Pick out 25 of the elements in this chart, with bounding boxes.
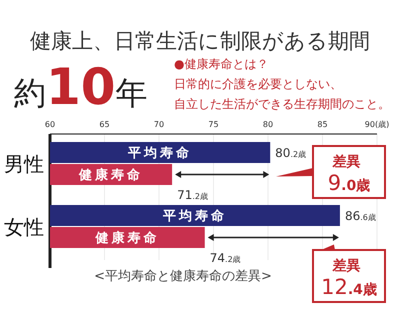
series-label: 健康寿命 [78,167,144,183]
y-tick-label: 女性 [4,215,44,239]
x-tick-label: 90(歳) [364,120,390,129]
text: <平均寿命と健康寿命の差異> [94,269,272,284]
data-label: 74.2歳 [210,251,241,265]
y-tick-label: 男性 [4,152,44,176]
x-tick-label: 65 [99,120,110,129]
x-tick-label: 60 [44,120,56,129]
data-label: 86.6歳 [344,209,376,223]
x-tick-label: 85 [317,120,328,129]
text: 健康寿命 [95,231,160,246]
text: ●健康寿命とは？ [174,57,268,71]
text: 日常的に介護を必要としない、 [174,77,342,91]
text: 約10年 [14,58,148,116]
series-label: 平均寿命 [127,146,192,161]
x-tick-label: 75 [208,120,219,129]
x-tick-label: 70 [154,120,164,129]
annotation: 差異 9.0歳 [328,154,370,195]
text: 自立した生活ができる生存期間のこと。 [174,97,390,111]
x-tick-label: 80 [262,120,274,129]
chart-title: 健康上、日常生活に制限がある期間 [30,29,370,53]
data-label: 80.2歳 [275,146,306,160]
text: 平均寿命 [162,209,227,224]
annotation: 差異 12.4歳 [321,258,377,299]
data-label: 71.2歳 [177,188,208,202]
